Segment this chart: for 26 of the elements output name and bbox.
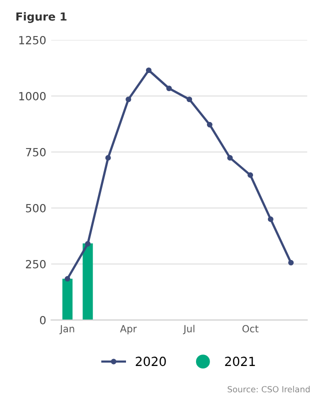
point bbox=[288, 260, 294, 266]
chart-title: Figure 1 bbox=[16, 12, 66, 23]
y-tick-label: 500 bbox=[26, 204, 46, 212]
x-tick-label: Jul bbox=[182, 324, 194, 334]
y-tick-label: 0 bbox=[40, 316, 46, 324]
y-tick-label: 750 bbox=[26, 148, 46, 156]
point bbox=[105, 155, 111, 161]
legend-label: 2021 bbox=[225, 356, 255, 366]
y-tick-label: 1250 bbox=[19, 36, 46, 44]
y-tick-label: 1000 bbox=[19, 92, 46, 100]
legend-label: 2020 bbox=[136, 356, 166, 366]
x-tick-label: Apr bbox=[120, 325, 137, 334]
point bbox=[206, 122, 212, 128]
point bbox=[126, 96, 132, 102]
point bbox=[166, 86, 172, 92]
x-tick-label: Jan bbox=[59, 325, 74, 334]
y-tick-label: 250 bbox=[26, 260, 46, 268]
point bbox=[186, 96, 192, 102]
point bbox=[268, 216, 274, 222]
point bbox=[146, 67, 152, 74]
point bbox=[227, 155, 233, 161]
point bbox=[84, 241, 91, 247]
point bbox=[248, 172, 254, 178]
point bbox=[64, 276, 70, 282]
x-tick-label: Oct bbox=[242, 325, 258, 332]
source-note: Source: CSO Ireland bbox=[228, 386, 310, 392]
